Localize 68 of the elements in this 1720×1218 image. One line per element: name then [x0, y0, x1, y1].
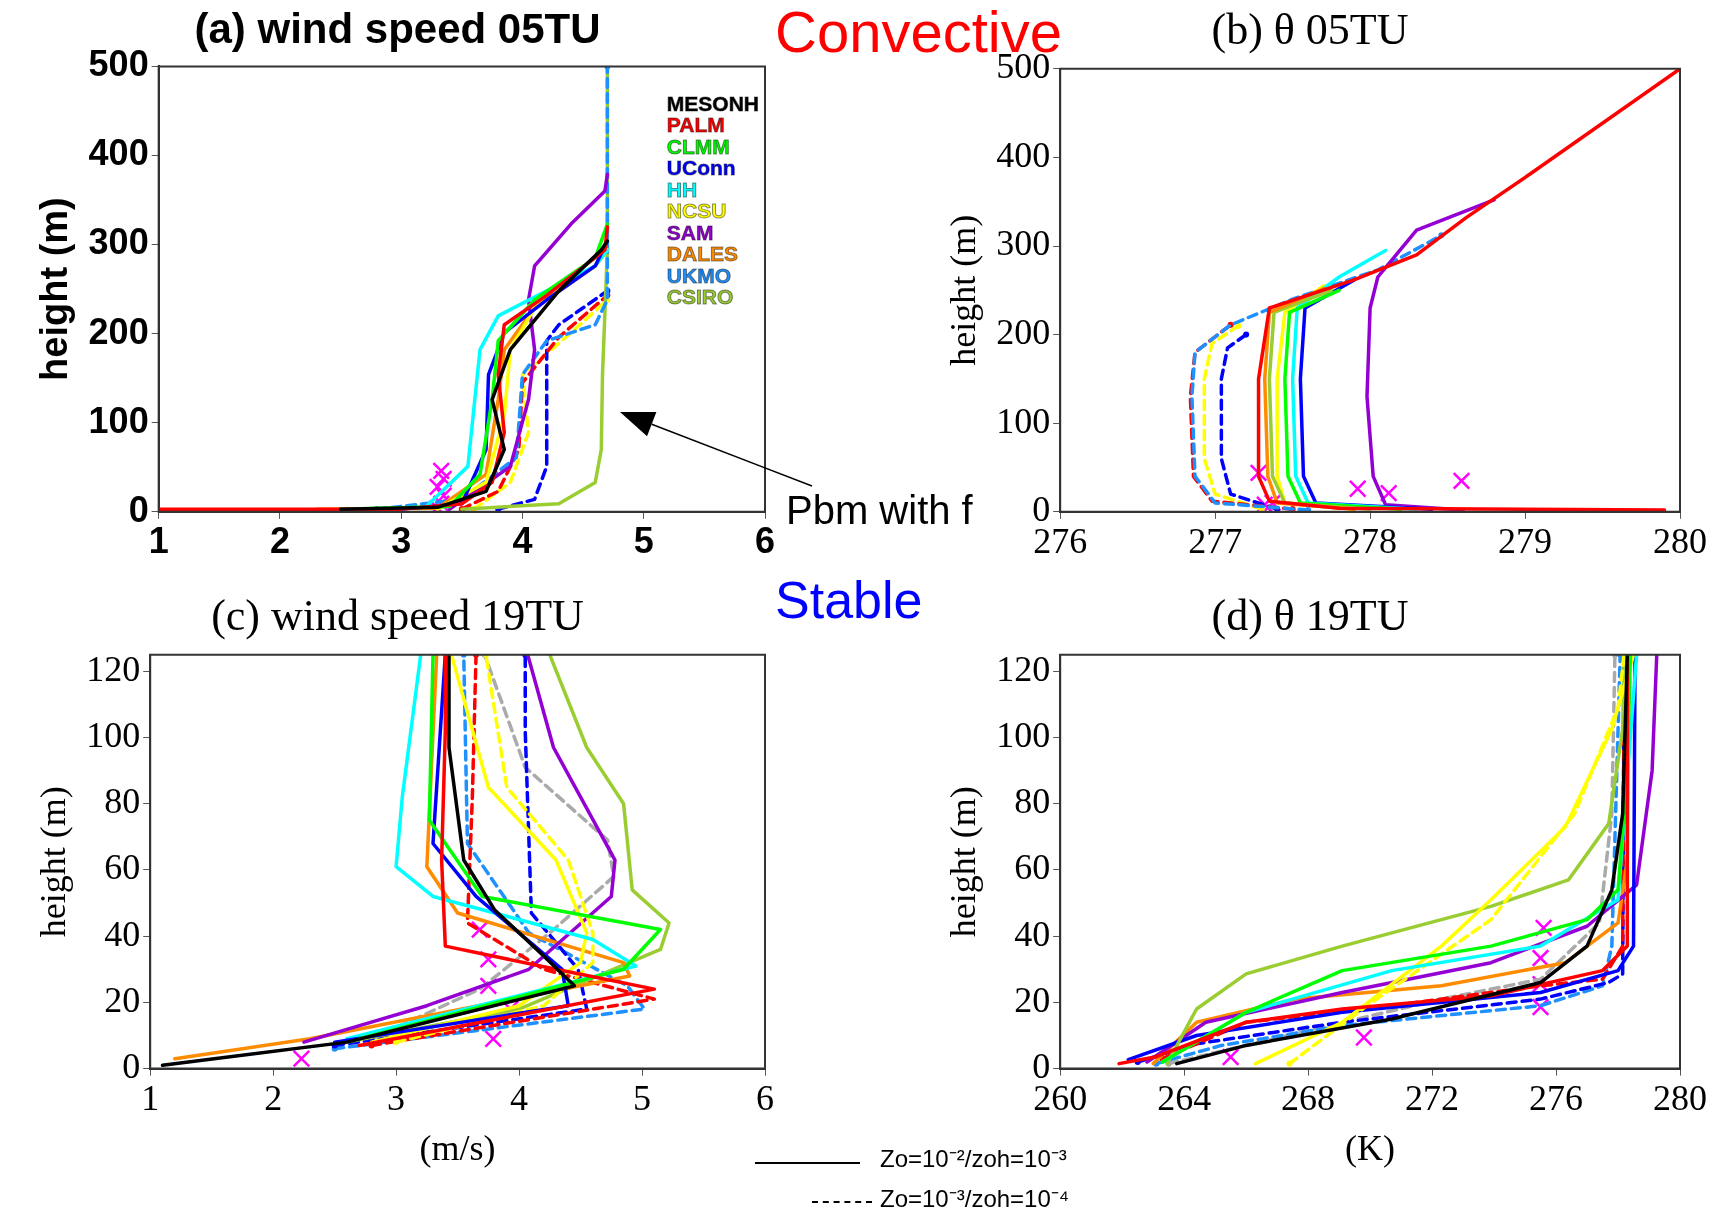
text: MESONH: [666, 91, 760, 115]
text: Zo=10⁻³/zoh=10⁻⁴: [880, 1185, 1070, 1213]
x-tick-label: 6: [756, 1077, 774, 1118]
text: DALES: [666, 242, 739, 266]
y-tick-label: 100: [996, 400, 1051, 441]
y-tick-label: 80: [1014, 781, 1051, 822]
x-tick-label: 264: [1157, 1077, 1212, 1118]
x-tick-label: 272: [1405, 1077, 1460, 1118]
x-tick-label: 6: [754, 520, 776, 562]
x-tick-label: 3: [391, 520, 412, 562]
x-tick-label: 276: [1529, 1077, 1584, 1118]
x-tick-label: 278: [1343, 520, 1398, 561]
x-tick-label: 5: [633, 520, 654, 562]
y-tick-label: 60: [104, 847, 141, 888]
x-axis-title: (K): [1345, 1127, 1396, 1168]
y-axis-title: height (m): [33, 786, 74, 938]
x-tick-label: 4: [510, 1077, 529, 1118]
x-tick-label: 279: [1498, 520, 1553, 561]
y-tick-label: 300: [88, 221, 149, 263]
y-tick-label: 120: [996, 648, 1051, 689]
y-tick-label: 500: [88, 43, 149, 85]
text: CLMM: [666, 134, 730, 158]
y-tick-label: 200: [88, 310, 149, 352]
y-tick-label: 60: [1014, 847, 1051, 888]
y-axis-title: height (m): [33, 197, 76, 381]
text: CSIRO: [666, 285, 734, 309]
x-tick-label: 277: [1188, 520, 1243, 561]
y-tick-label: 80: [104, 781, 141, 822]
y-tick-label: 200: [996, 312, 1051, 353]
text: PALM: [666, 113, 725, 137]
chart-title: (d) θ 19TU: [1211, 590, 1409, 640]
x-tick-label: 280: [1653, 1077, 1707, 1118]
text: Zo=10⁻²/zoh=10⁻³: [880, 1145, 1067, 1173]
y-tick-label: 40: [1014, 913, 1051, 954]
x-tick-label: 5: [633, 1077, 652, 1118]
chart-title: (a) wind speed 05TU: [194, 4, 601, 52]
y-axis-title: height (m): [943, 786, 984, 938]
y-tick-label: 100: [996, 715, 1051, 756]
x-tick-label: 1: [148, 520, 169, 562]
x-tick-label: 3: [387, 1077, 406, 1118]
x-tick-label: 280: [1653, 520, 1707, 561]
y-tick-label: 100: [86, 715, 141, 756]
text: NCSU: [666, 199, 727, 223]
y-tick-label: 40: [104, 913, 141, 954]
text: HH: [666, 177, 698, 201]
y-tick-label: 20: [1014, 979, 1051, 1020]
y-tick-label: 300: [996, 223, 1051, 264]
y-tick-label: 120: [86, 648, 141, 689]
text: Pbm with f: [786, 488, 973, 532]
y-axis-title: height (m): [943, 214, 984, 366]
x-tick-label: 268: [1281, 1077, 1336, 1118]
x-tick-label: 2: [264, 1077, 283, 1118]
y-tick-label: 20: [104, 979, 141, 1020]
chart-title: (b) θ 05TU: [1211, 4, 1409, 54]
y-tick-label: 400: [996, 134, 1051, 175]
text: Stable: [775, 571, 923, 630]
chart-title: (c) wind speed 19TU: [211, 590, 584, 640]
text: SAM: [666, 220, 714, 244]
y-tick-label: 100: [88, 399, 149, 441]
x-tick-label: 1: [141, 1077, 160, 1118]
y-tick-label: 0: [122, 1046, 141, 1087]
x-tick-label: 4: [512, 520, 533, 562]
text: UConn: [666, 156, 736, 180]
y-tick-label: 400: [88, 132, 149, 174]
x-tick-label: 2: [269, 520, 290, 562]
y-tick-label: 0: [128, 488, 149, 530]
x-axis-title: (m/s): [419, 1127, 496, 1168]
text: UKMO: [666, 263, 731, 287]
